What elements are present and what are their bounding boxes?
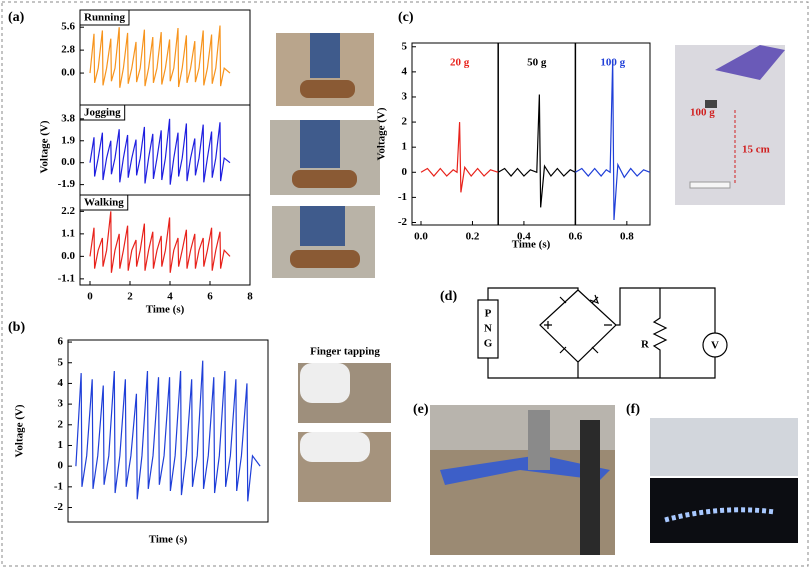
y-tick-label: 2: [58, 418, 64, 430]
trace: [420, 122, 499, 193]
x-tick-label: 4: [167, 291, 173, 303]
y-tick-label: 2: [402, 116, 408, 128]
panel-label: (f): [626, 402, 640, 417]
y-tick-label: -2: [54, 501, 64, 513]
circuit-label: G: [484, 338, 493, 350]
trace: [575, 59, 651, 221]
x-tick-label: 0: [87, 291, 93, 303]
photo-caption: 100 g: [690, 107, 715, 119]
x-tick-label: 6: [207, 291, 213, 303]
y-tick-label: 4: [58, 377, 64, 389]
y-tick-label: 1.1: [61, 227, 75, 239]
y-tick-label: 1: [402, 141, 408, 153]
x-tick-label: 0.4: [517, 231, 531, 243]
subplot-title: Jogging: [84, 107, 121, 119]
y-tick-label: 3: [402, 91, 408, 103]
y-tick-label: 5.6: [61, 21, 75, 33]
y-axis-label: Voltage (V): [376, 107, 388, 160]
trace: [89, 25, 231, 88]
subplot-title: Walking: [84, 197, 124, 209]
x-axis-label: Time (s): [512, 239, 551, 251]
y-tick-label: -2: [398, 216, 408, 228]
x-tick-label: 2: [127, 291, 133, 303]
photo-detail: [290, 250, 360, 268]
y-tick-label: 0.0: [61, 67, 75, 79]
photo-detail: [664, 507, 776, 523]
photo-detail: [715, 45, 785, 80]
x-axis-label: Time (s): [146, 304, 185, 316]
photo-detail: [580, 420, 600, 555]
photo-caption: 15 cm: [742, 144, 770, 156]
y-tick-label: 0.0: [61, 250, 75, 262]
x-axis-label: Time (s): [149, 534, 188, 546]
y-axis-label: Voltage (V): [39, 120, 51, 173]
photo-detail: [310, 33, 340, 78]
panel-label: (e): [413, 402, 429, 417]
x-tick-label: 0.8: [620, 231, 634, 243]
plot-frame: [79, 9, 251, 106]
y-tick-label: 2.2: [61, 205, 75, 217]
series-label: 100 g: [600, 57, 625, 69]
y-tick-label: 6: [58, 336, 64, 348]
panel-label: (c): [398, 10, 414, 25]
photo: [650, 418, 798, 476]
y-tick-label: 0: [402, 166, 408, 178]
y-tick-label: 0: [58, 460, 64, 472]
y-tick-label: 2.8: [61, 44, 75, 56]
plot-frame: [79, 194, 251, 286]
circuit-label: R: [641, 339, 650, 351]
circuit-label: P: [485, 308, 492, 320]
photo-detail: [300, 363, 350, 403]
photo-detail: [705, 100, 717, 108]
panel-label: (d): [440, 289, 457, 304]
y-tick-label: 0.0: [61, 156, 75, 168]
photo-detail: [440, 455, 610, 485]
y-tick-label: 5: [402, 40, 408, 52]
y-tick-label: -1: [54, 480, 63, 492]
y-tick-label: 1.9: [61, 134, 75, 146]
photo-detail: [300, 206, 345, 246]
y-tick-label: 1: [58, 439, 64, 451]
circuit-label: N: [484, 323, 492, 335]
circuit-label: V: [711, 340, 719, 352]
y-tick-label: 3.8: [61, 112, 75, 124]
title-box: [79, 9, 130, 26]
photo-detail: [528, 410, 550, 470]
trace: [75, 360, 261, 502]
title-box: [79, 194, 129, 211]
x-tick-label: 8: [247, 291, 253, 303]
photo-detail: [300, 432, 370, 462]
panel-label: (a): [8, 10, 25, 25]
series-label: 20 g: [450, 57, 470, 69]
series-label: 50 g: [527, 57, 547, 69]
photo-detail: [292, 170, 357, 188]
y-tick-label: 5: [58, 356, 64, 368]
photo-detail: [300, 120, 340, 168]
subplot-title: Running: [84, 12, 125, 24]
y-tick-label: -1.9: [58, 178, 76, 190]
photo-caption: Finger tapping: [310, 346, 380, 358]
x-tick-label: 0.2: [466, 231, 480, 243]
photo-detail: [300, 80, 355, 98]
x-tick-label: 0.6: [569, 231, 583, 243]
trace: [89, 118, 231, 185]
photo-detail: [689, 181, 731, 189]
panel-label: (b): [8, 320, 25, 335]
trace: [497, 94, 576, 208]
plot-frame: [411, 42, 651, 226]
y-tick-label: 3: [58, 398, 64, 410]
y-tick-label: 4: [402, 65, 408, 77]
trace: [89, 211, 231, 273]
title-box: [79, 104, 126, 121]
circuit: [477, 287, 728, 379]
plot-frame: [67, 339, 269, 523]
y-tick-label: -1: [398, 191, 407, 203]
y-tick-label: -1.1: [58, 272, 75, 284]
x-tick-label: 0.0: [414, 231, 428, 243]
y-axis-label: Voltage (V): [14, 404, 26, 457]
